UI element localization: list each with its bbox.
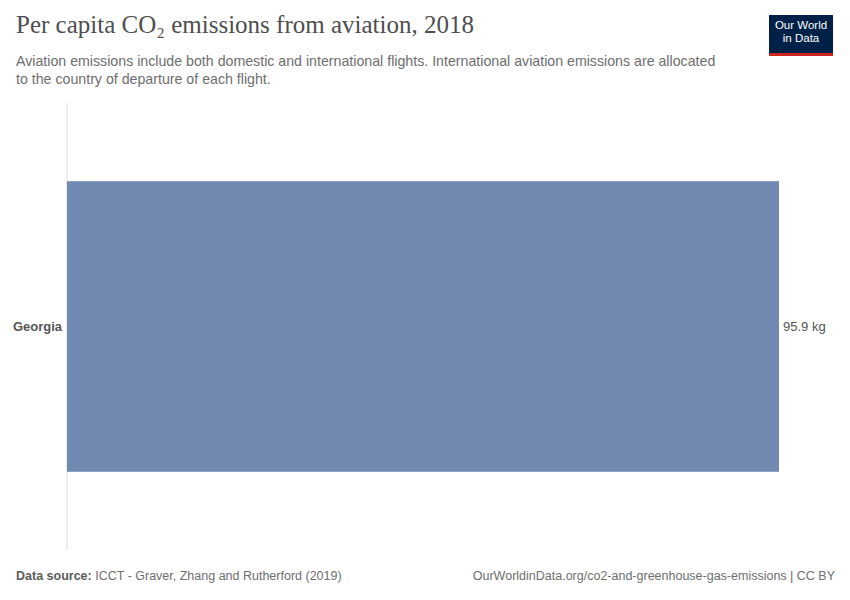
bar [67,181,779,472]
logo-text: in Data [769,32,833,45]
title: Per capita CO₂ emissions from aviation, … [16,11,474,39]
source-label: Data source: [16,569,92,583]
logo-text: Our World [769,19,833,32]
bars [67,181,779,472]
category-label: Georgia [13,319,63,334]
chart: Georgia 95.9 kg [0,0,850,600]
subtitle: Aviation emissions include both domestic… [16,52,716,88]
page: Per capita CO₂ emissions from aviation, … [0,0,850,600]
source: Data source: ICCT - Graver, Zhang and Ru… [16,569,342,583]
logo: Our Worldin Data [769,15,833,56]
url: OurWorldinData.org/co2-and-greenhouse-ga… [473,569,835,583]
data-label: 95.9 kg [783,319,826,334]
source-text: ICCT - Graver, Zhang and Rutherford (201… [95,569,341,583]
